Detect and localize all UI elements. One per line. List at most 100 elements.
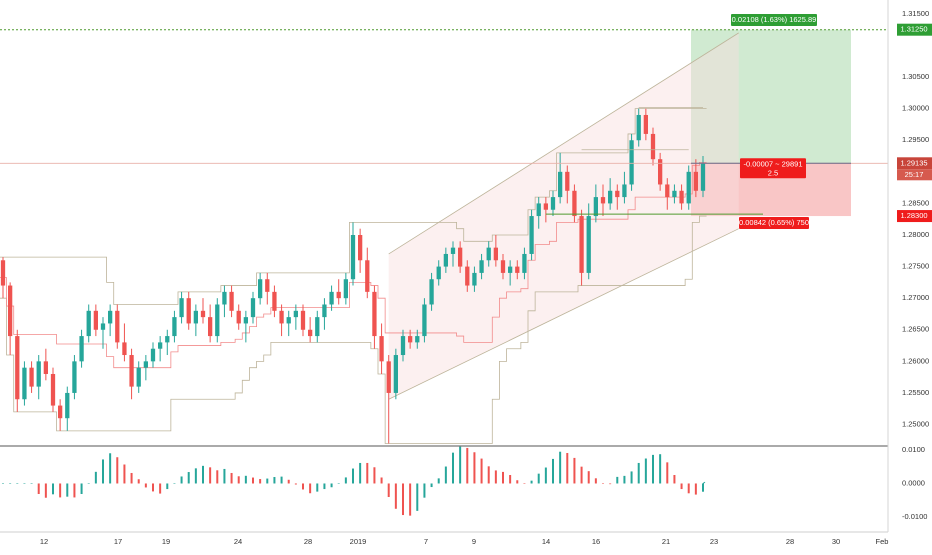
price-tick-label: 1.31500 <box>902 9 929 18</box>
candle-body <box>186 298 191 324</box>
osc-bar <box>523 483 526 484</box>
candle-body <box>479 260 484 273</box>
candle-body <box>386 361 391 393</box>
osc-bar <box>87 483 90 484</box>
profit-zone <box>691 29 851 164</box>
osc-bar <box>44 483 47 498</box>
osc-bar <box>323 483 326 490</box>
candle-body <box>629 140 634 185</box>
osc-bar <box>266 478 269 484</box>
osc-bar <box>316 483 319 492</box>
osc-bar <box>473 452 476 484</box>
price-tick-label: 1.25500 <box>902 388 929 397</box>
osc-bar <box>452 452 454 484</box>
osc-bar <box>144 483 147 488</box>
time-tick-label: 23 <box>710 537 718 546</box>
osc-bar <box>430 483 433 488</box>
osc-bar <box>187 472 190 484</box>
candle-body <box>229 291 234 311</box>
osc-bar <box>516 480 519 484</box>
candle-body <box>450 247 456 254</box>
stop-label: 0.00842 (0.65%) 750 <box>739 218 809 227</box>
candle-body <box>236 310 241 324</box>
osc-bar <box>9 483 12 484</box>
candle-body <box>165 336 170 343</box>
candle-body <box>136 367 141 387</box>
candle-body <box>408 336 413 343</box>
price-tick-label: 1.30500 <box>902 72 929 81</box>
donchian-upper <box>0 108 707 305</box>
price-tick-label: 1.27500 <box>902 262 929 271</box>
candle-body <box>593 197 598 217</box>
profit-label: 0.02108 (1.63%) 1625.89 <box>732 15 817 24</box>
time-tick-label: 16 <box>592 537 600 546</box>
candle-body <box>358 235 363 261</box>
osc-tail <box>702 481 706 484</box>
osc-bar <box>623 475 626 484</box>
candle-body <box>286 317 291 324</box>
candle-body <box>300 310 306 330</box>
candle-body <box>65 392 70 419</box>
osc-bar <box>702 483 704 492</box>
osc-bar <box>566 452 569 484</box>
candle-body <box>700 163 706 191</box>
osc-bar <box>680 483 683 490</box>
osc-bar <box>580 466 583 484</box>
osc-bar <box>444 466 447 484</box>
price-tick-label: 1.28500 <box>902 198 929 207</box>
osc-tick-label: 0.0000 <box>902 478 925 487</box>
open-label-bg <box>740 158 806 179</box>
candle-body <box>265 279 270 292</box>
osc-bar <box>409 483 412 516</box>
time-tick-label: 28 <box>786 537 794 546</box>
osc-bar <box>587 471 590 484</box>
candle-body <box>608 190 613 204</box>
candle-body <box>686 171 691 204</box>
candle-body <box>372 291 377 337</box>
candle-body <box>336 291 341 299</box>
osc-bar <box>352 468 354 484</box>
price-tick-label: 1.25000 <box>902 420 929 429</box>
osc-bar <box>2 483 4 484</box>
osc-bar <box>694 483 697 495</box>
osc-bar <box>466 447 469 484</box>
osc-bar <box>302 483 304 490</box>
osc-bar <box>602 483 604 484</box>
time-tick-label: 24 <box>234 537 242 546</box>
osc-bar <box>123 464 126 484</box>
candle-body <box>158 342 163 349</box>
osc-bar <box>223 468 226 484</box>
osc-bar <box>373 467 376 484</box>
osc-bar <box>630 471 633 484</box>
candle-body <box>293 310 298 318</box>
target-price-tag: 1.31250 <box>900 25 927 34</box>
osc-tick-label: -0.0100 <box>902 512 927 521</box>
osc-bar <box>594 478 597 484</box>
candle-body <box>343 279 348 299</box>
osc-bar <box>59 483 62 498</box>
osc-bar <box>294 483 297 485</box>
osc-bar <box>344 477 347 484</box>
oscillator-pane <box>0 445 888 533</box>
candle-body <box>279 310 284 324</box>
candle-body <box>672 190 677 198</box>
candle-body <box>465 266 470 286</box>
osc-bar <box>416 483 419 511</box>
candle-body <box>508 266 513 273</box>
osc-bar <box>530 480 533 484</box>
osc-bar <box>202 465 204 484</box>
osc-bar <box>537 473 540 484</box>
position-zones <box>691 29 851 217</box>
stop-price-tag-bg <box>897 210 932 223</box>
price-tick-label: 1.30000 <box>902 104 929 113</box>
osc-bar <box>502 471 504 484</box>
candle-body <box>500 260 506 273</box>
candle-body <box>258 279 263 299</box>
time-tick-label: 21 <box>662 537 670 546</box>
osc-bar <box>73 483 76 498</box>
candle-body <box>522 253 527 273</box>
osc-bar <box>330 483 333 488</box>
time-tick-label: 30 <box>832 537 840 546</box>
current-price-tag: 1.29135 <box>900 158 927 167</box>
